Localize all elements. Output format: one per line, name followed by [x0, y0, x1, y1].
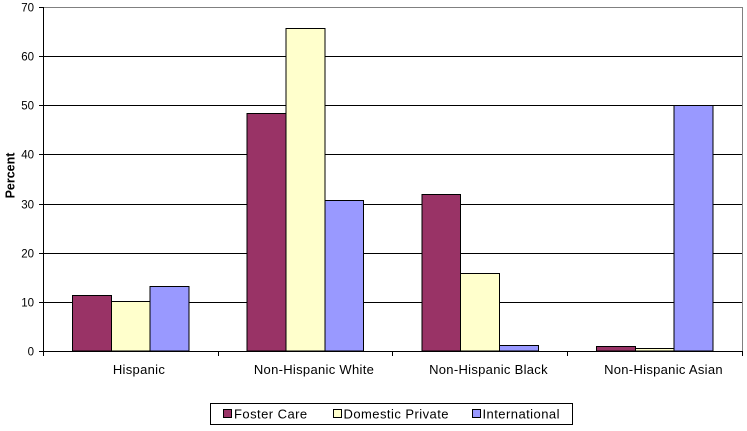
svg-text:60: 60 — [21, 52, 34, 64]
svg-text:International: International — [483, 407, 560, 422]
svg-text:70: 70 — [21, 3, 34, 15]
svg-text:Hispanic: Hispanic — [113, 362, 165, 377]
svg-text:30: 30 — [21, 200, 34, 212]
svg-text:10: 10 — [21, 298, 34, 310]
svg-text:50: 50 — [21, 101, 34, 113]
svg-text:Non-Hispanic White: Non-Hispanic White — [254, 362, 374, 377]
svg-text:0: 0 — [28, 347, 34, 359]
svg-text:Domestic Private: Domestic Private — [344, 407, 449, 422]
svg-text:40: 40 — [21, 150, 34, 162]
svg-text:Percent: Percent — [4, 152, 18, 199]
svg-text:Non-Hispanic Black: Non-Hispanic Black — [429, 362, 548, 377]
svg-text:Non-Hispanic Asian: Non-Hispanic Asian — [604, 362, 723, 377]
svg-text:Foster Care: Foster Care — [234, 407, 308, 422]
svg-text:20: 20 — [21, 249, 34, 261]
